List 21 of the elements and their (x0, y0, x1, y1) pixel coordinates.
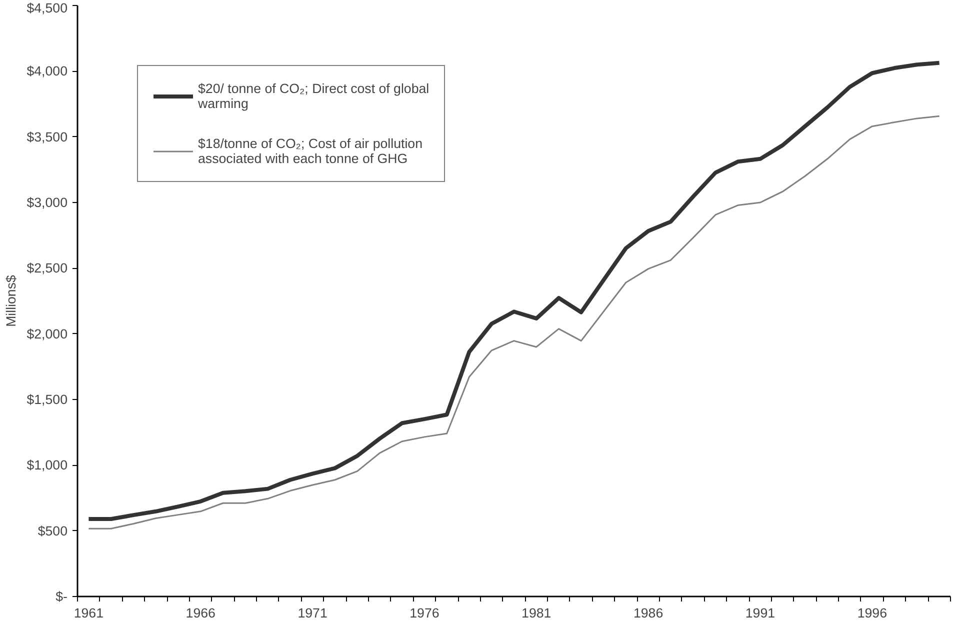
legend-label: $20/ tonne of CO₂; Direct cost of global warming (198, 81, 430, 111)
y-tick-label: $3,000 (26, 195, 68, 210)
y-tick-label: $500 (38, 523, 68, 538)
x-tick-label: 1971 (298, 606, 328, 620)
x-tick-label: 1976 (410, 606, 440, 620)
y-tick-label: $1,000 (26, 458, 68, 473)
x-tick-label: 1966 (186, 606, 216, 620)
y-tick-label: $3,500 (26, 129, 68, 144)
legend-label: $18/tonne of CO₂; Cost of air pollution associated with each tonne of GHG (198, 136, 422, 166)
y-tick-label: $- (56, 589, 68, 604)
y-tick-label: $2,000 (26, 326, 68, 342)
y-tick-label: $4,000 (26, 64, 68, 79)
x-tick-label: 1986 (633, 606, 664, 620)
x-tick-label: 1991 (745, 606, 776, 620)
y-tick-label: $2,500 (26, 260, 68, 276)
x-tick-label: 1996 (857, 606, 887, 620)
y-axis-title: Millions$ (4, 274, 19, 327)
y-tick-label: $4,500 (26, 0, 68, 16)
y-tick-label: $1,500 (26, 392, 68, 407)
x-tick-label: 1961 (74, 606, 104, 620)
x-tick-label: 1981 (522, 606, 552, 620)
